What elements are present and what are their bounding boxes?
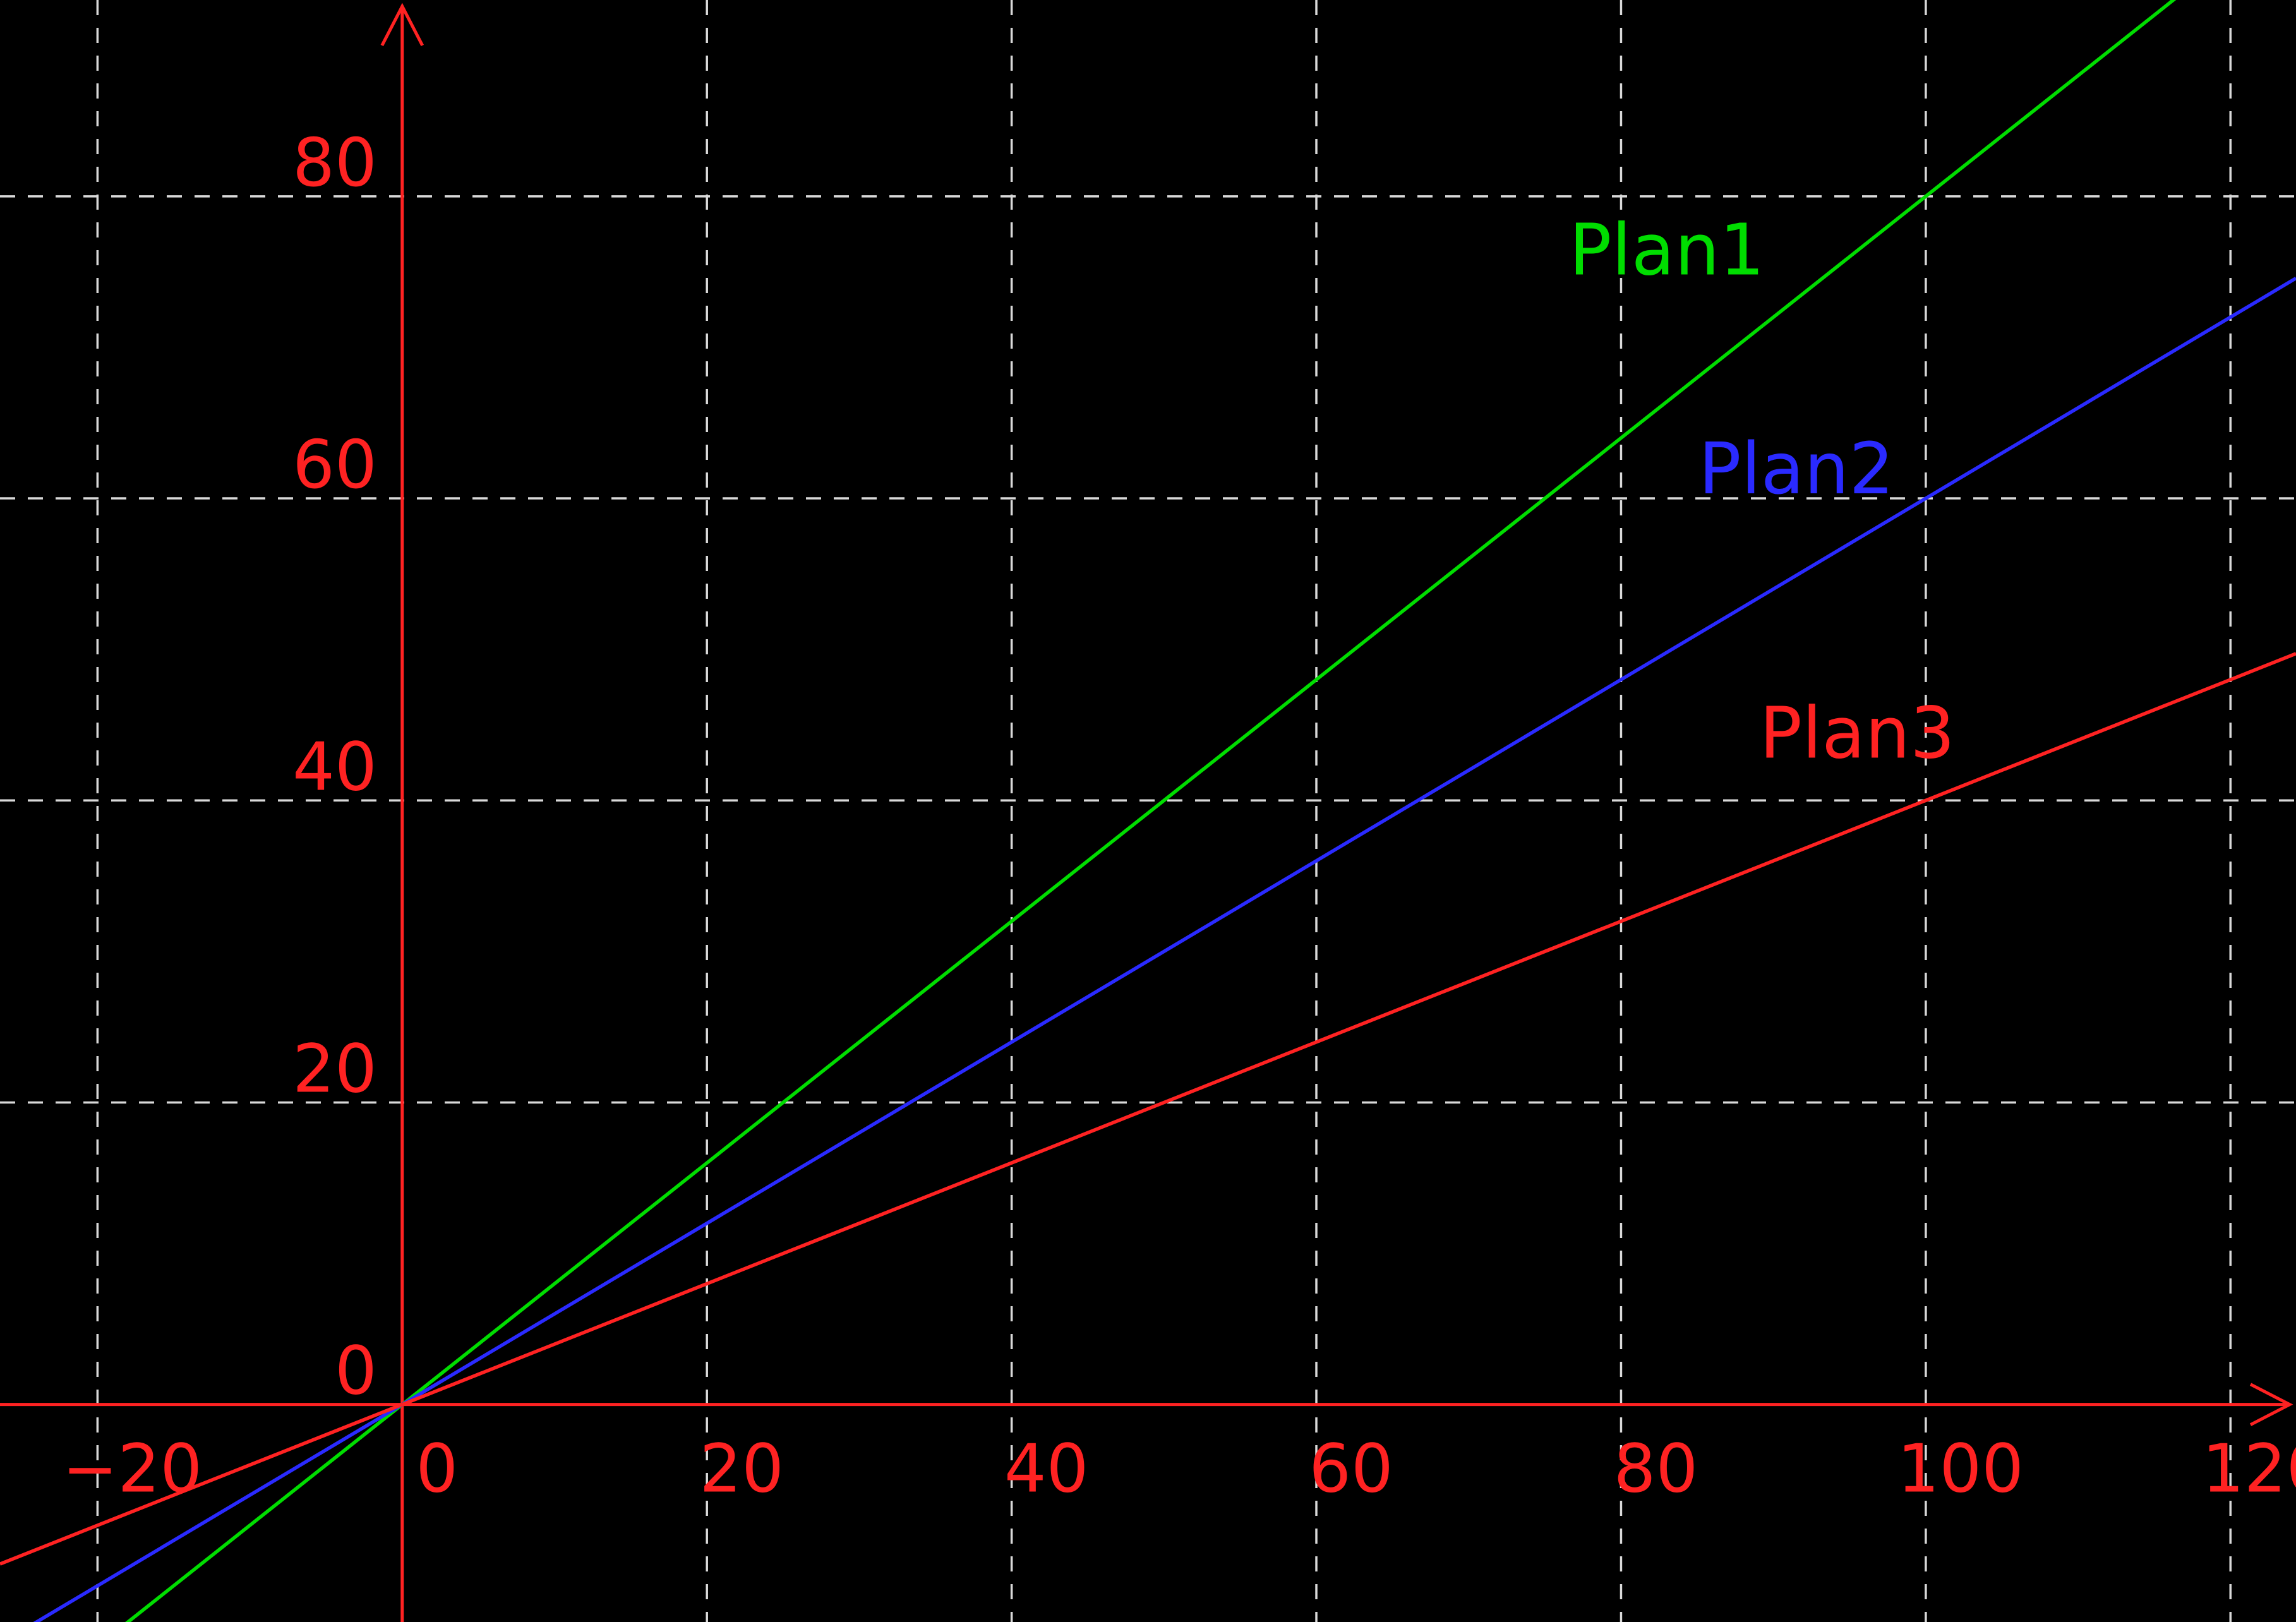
x-tick-label: 0 <box>416 1431 458 1508</box>
x-tick-label: −20 <box>63 1431 203 1508</box>
series-label-plan1: Plan1 <box>1569 210 1765 292</box>
x-tick-label: 120 <box>2202 1431 2296 1508</box>
y-tick-label: 40 <box>292 728 377 805</box>
series-line-plan2 <box>33 277 2296 1622</box>
y-tick-label: 60 <box>292 426 377 503</box>
x-tick-label: 60 <box>1309 1431 1393 1508</box>
x-axis-arrow-icon <box>2249 1383 2293 1426</box>
x-tick-label: 100 <box>1897 1431 2024 1508</box>
series-label-plan3: Plan3 <box>1760 693 1956 775</box>
y-tick-label: 80 <box>292 124 377 201</box>
series-label-plan2: Plan2 <box>1698 428 1894 510</box>
y-axis-arrow-icon <box>380 3 424 47</box>
x-tick-label: 40 <box>1004 1431 1089 1508</box>
x-tick-label: 80 <box>1614 1431 1698 1508</box>
y-tick-label: 20 <box>292 1030 377 1107</box>
series-line-plan3 <box>0 652 2296 1566</box>
x-tick-label: 20 <box>699 1431 784 1508</box>
y-tick-label: 0 <box>335 1333 377 1410</box>
